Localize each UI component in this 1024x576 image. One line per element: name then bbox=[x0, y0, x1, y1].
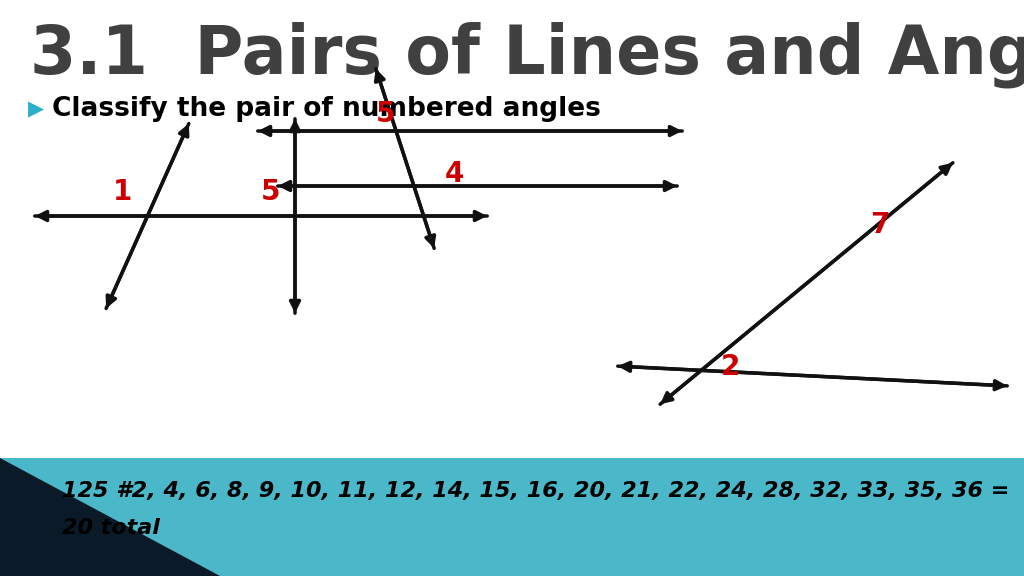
Text: 1: 1 bbox=[113, 178, 132, 206]
Text: 20 total: 20 total bbox=[62, 518, 160, 538]
Text: 3.1  Pairs of Lines and Angles: 3.1 Pairs of Lines and Angles bbox=[30, 21, 1024, 88]
Text: Classify the pair of numbered angles: Classify the pair of numbered angles bbox=[52, 96, 601, 122]
Text: 5: 5 bbox=[260, 178, 280, 206]
Text: 125 #2, 4, 6, 8, 9, 10, 11, 12, 14, 15, 16, 20, 21, 22, 24, 28, 32, 33, 35, 36 =: 125 #2, 4, 6, 8, 9, 10, 11, 12, 14, 15, … bbox=[62, 481, 1010, 501]
Text: ▶: ▶ bbox=[28, 99, 44, 119]
Text: 4: 4 bbox=[445, 160, 464, 188]
Text: 2: 2 bbox=[720, 353, 739, 381]
Text: 7: 7 bbox=[870, 211, 890, 239]
Polygon shape bbox=[0, 458, 220, 576]
Bar bbox=[0, 458, 1024, 576]
Text: 5: 5 bbox=[376, 100, 395, 128]
